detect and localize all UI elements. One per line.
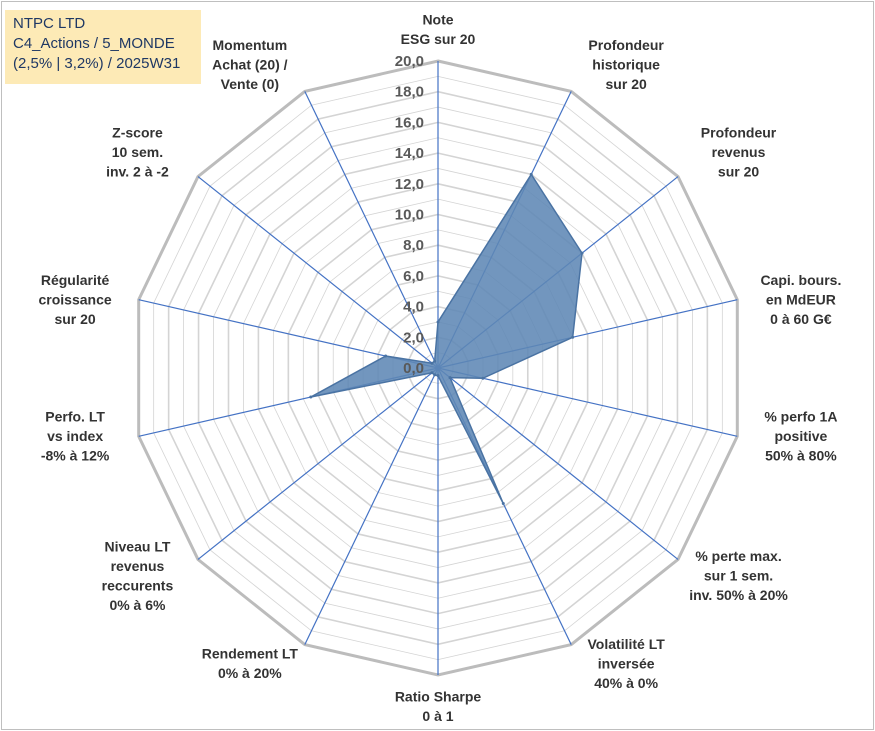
data-point-6	[501, 502, 505, 506]
axis-label-13-line-2: Vente (0)	[221, 76, 279, 92]
axis-label-8-line-1: 0% à 20%	[218, 665, 282, 681]
data-point-2	[580, 251, 584, 255]
axis-label-8: Rendement LT 0% à 20%	[202, 646, 299, 682]
axis-label-7-line-0: Ratio Sharpe	[395, 689, 482, 705]
data-point-13	[433, 359, 437, 363]
axis-label-6-line-2: 40% à 0%	[594, 675, 658, 691]
data-point-0	[436, 320, 440, 324]
axis-label-1-line-1: historique	[592, 56, 660, 72]
axis-label-10: Perfo. LT vs index -8% à 12%	[41, 409, 110, 464]
axis-label-10-line-2: -8% à 12%	[41, 448, 110, 464]
axis-label-13: Momentum Achat (20) / Vente (0)	[212, 37, 288, 92]
axis-label-5-line-0: % perte max.	[695, 548, 781, 564]
axis-label-5: % perte max. sur 1 sem. inv. 50% à 20%	[689, 548, 788, 603]
axis-label-13-line-0: Momentum	[213, 37, 288, 53]
title-line-2: C4_Actions / 5_MONDE	[13, 35, 175, 52]
axis-label-4-line-0: % perfo 1A	[764, 409, 837, 425]
axis-label-11-line-2: sur 20	[54, 311, 95, 327]
axis-label-3-line-1: en MdEUR	[766, 292, 836, 308]
axis-label-5-line-2: inv. 50% à 20%	[689, 587, 788, 603]
tick-label-8: 16,0	[395, 114, 424, 131]
data-point-12	[430, 361, 434, 365]
data-point-9	[430, 371, 434, 375]
axis-label-2: Profondeur revenus sur 20	[701, 125, 777, 180]
axis-label-7: Ratio Sharpe 0 à 1	[395, 689, 482, 725]
tick-label-1: 2,0	[403, 329, 424, 346]
axis-label-9-line-0: Niveau LT	[105, 538, 171, 554]
axis-label-12-line-1: 10 sem.	[112, 144, 163, 160]
axis-label-0-line-1: ESG sur 20	[401, 31, 476, 47]
axis-label-5-line-1: sur 1 sem.	[704, 568, 773, 584]
axis-label-12-line-0: Z-score	[112, 125, 163, 141]
axis-label-0-line-0: Note	[422, 12, 453, 28]
axis-label-0: Note ESG sur 20	[401, 12, 476, 48]
axis-label-6-line-1: inversée	[598, 655, 655, 671]
chart-title-box: NTPC LTD C4_Actions / 5_MONDE (2,5% | 3,…	[5, 10, 201, 84]
tick-label-3: 6,0	[403, 268, 424, 285]
axis-label-2-line-1: revenus	[712, 144, 766, 160]
tick-label-9: 18,0	[395, 84, 424, 101]
axis-line-8	[304, 367, 439, 645]
axis-label-2-line-0: Profondeur	[701, 125, 777, 141]
title-line-3: (2,5% | 3,2%) / 2025W31	[13, 55, 181, 72]
data-point-7	[436, 374, 440, 378]
axis-label-9-line-3: 0% à 6%	[109, 597, 166, 613]
axis-label-4: % perfo 1A positive 50% à 80%	[764, 409, 837, 464]
axis-label-1: Profondeur historique sur 20	[588, 37, 664, 92]
axis-label-4-line-2: 50% à 80%	[765, 448, 837, 464]
axis-label-1-line-2: sur 20	[606, 76, 647, 92]
axis-label-7-line-1: 0 à 1	[422, 708, 453, 724]
axis-line-5	[437, 367, 679, 560]
title-line-1: NTPC LTD	[13, 15, 86, 32]
axis-label-13-line-1: Achat (20) /	[212, 56, 288, 72]
axis-line-4	[437, 367, 738, 437]
tick-label-7: 14,0	[395, 145, 424, 162]
axis-line-13	[304, 91, 439, 369]
axis-line-9	[197, 367, 439, 560]
axis-label-11-line-0: Régularité	[41, 272, 110, 288]
axis-label-12-line-2: inv. 2 à -2	[106, 164, 169, 180]
data-point-10	[309, 395, 313, 399]
data-point-11	[384, 354, 388, 358]
axis-label-2-line-2: sur 20	[718, 164, 759, 180]
tick-label-10: 20,0	[395, 53, 424, 70]
data-point-3	[571, 335, 575, 339]
tick-label-2: 4,0	[403, 299, 424, 316]
data-point-1	[529, 172, 533, 176]
axis-label-9: Niveau LT revenus reccurents 0% à 6%	[102, 538, 174, 613]
axis-label-10-line-0: Perfo. LT	[45, 409, 105, 425]
axis-label-9-line-2: reccurents	[102, 577, 174, 593]
axis-label-11-line-1: croissance	[39, 292, 112, 308]
axis-label-3-line-0: Capi. bours.	[760, 272, 841, 288]
axis-label-1-line-0: Profondeur	[588, 37, 664, 53]
axis-label-3: Capi. bours. en MdEUR 0 à 60 G€	[760, 272, 841, 327]
axis-label-12: Z-score 10 sem. inv. 2 à -2	[106, 125, 169, 180]
axis-line-12	[197, 176, 439, 369]
axis-label-10-line-1: vs index	[47, 428, 103, 444]
axis-label-4-line-1: positive	[774, 428, 827, 444]
axis-label-9-line-1: revenus	[111, 558, 165, 574]
data-point-5	[448, 376, 452, 380]
axis-label-6-line-0: Volatilité LT	[588, 636, 666, 652]
data-point-4	[481, 376, 485, 380]
axis-label-8-line-0: Rendement LT	[202, 646, 299, 662]
axis-label-3-line-2: 0 à 60 G€	[770, 311, 832, 327]
axis-label-11: Régularité croissance sur 20	[39, 272, 112, 327]
data-point-8	[433, 373, 437, 377]
tick-label-4: 8,0	[403, 237, 424, 254]
tick-label-5: 10,0	[395, 207, 424, 224]
tick-label-6: 12,0	[395, 176, 424, 193]
axis-label-6: Volatilité LT inversée 40% à 0%	[588, 636, 666, 691]
tick-label-0: 0,0	[403, 360, 424, 377]
